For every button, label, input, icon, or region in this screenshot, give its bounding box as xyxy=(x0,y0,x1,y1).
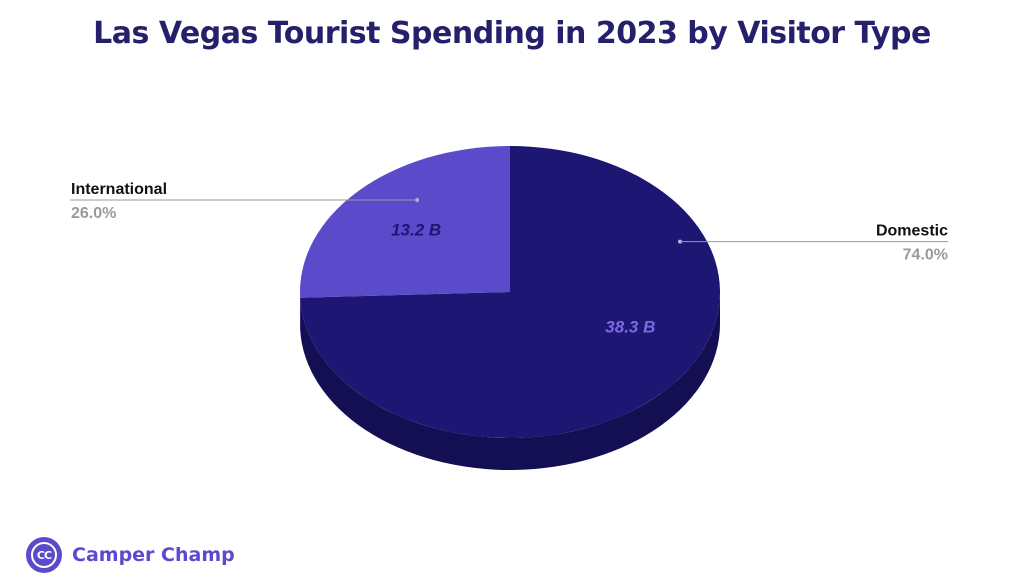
camper-champ-logo-icon: CC xyxy=(26,537,62,573)
percent-label-domestic: 74.0% xyxy=(903,247,948,264)
value-label-international: 13.2 B xyxy=(391,220,441,239)
brand-name: Camper Champ xyxy=(72,544,235,566)
category-label-international: International xyxy=(71,181,167,198)
value-label-domestic: 38.3 B xyxy=(605,318,655,337)
percent-label-international: 26.0% xyxy=(71,205,116,222)
brand: CC Camper Champ xyxy=(26,536,235,574)
pie-side-domestic xyxy=(300,292,720,471)
pie-slice-international xyxy=(300,146,510,298)
chart-title: Las Vegas Tourist Spending in 2023 by Vi… xyxy=(93,16,931,51)
category-label-domestic: Domestic xyxy=(876,223,948,240)
pie-slice-domestic xyxy=(300,146,721,439)
